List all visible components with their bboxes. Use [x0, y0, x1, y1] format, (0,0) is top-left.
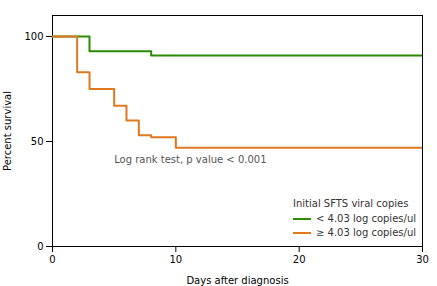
svg-text:0: 0	[49, 254, 55, 265]
svg-text:0: 0	[37, 241, 43, 252]
html-text:Initial SFTS viral copies: Initial SFTS viral copies	[293, 198, 409, 209]
svg-text:Percent survival: Percent survival	[2, 91, 13, 171]
html-text:≥ 4.03 log copies/ul: ≥ 4.03 log copies/ul	[316, 227, 416, 238]
svg-text:Log rank test, p value < 0.001: Log rank test, p value < 0.001	[114, 154, 266, 165]
svg-text:100: 100	[24, 31, 43, 42]
svg-text:50: 50	[31, 136, 44, 147]
html-text:< 4.03 log copies/ul: < 4.03 log copies/ul	[316, 213, 416, 224]
svg-text:Days after diagnosis: Days after diagnosis	[186, 275, 288, 286]
svg-text:20: 20	[293, 254, 306, 265]
svg-text:30: 30	[416, 254, 429, 265]
svg-text:10: 10	[169, 254, 182, 265]
